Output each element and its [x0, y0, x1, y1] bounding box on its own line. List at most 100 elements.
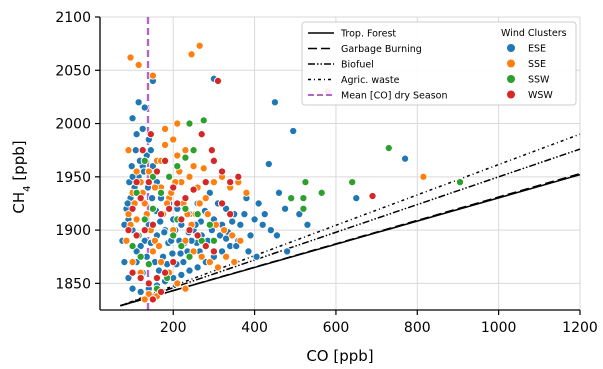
data-point-ese	[132, 247, 141, 256]
data-point-sse	[144, 289, 153, 299]
data-points	[118, 41, 465, 304]
legend-label: SSW	[528, 75, 550, 86]
y-tick-label: 2000	[55, 117, 91, 133]
emission-ratio-lines	[120, 17, 581, 310]
data-point-sse	[220, 226, 229, 235]
x-tick-label: 1000	[481, 320, 517, 336]
data-point-sse	[140, 199, 149, 208]
data-point-sse	[173, 279, 182, 288]
data-point-wsw	[156, 210, 166, 219]
data-point-ese	[128, 284, 137, 293]
data-point-sse	[199, 164, 208, 173]
data-point-ese	[295, 210, 304, 219]
data-point-ssw	[132, 188, 141, 197]
data-point-ese	[185, 266, 194, 275]
x-tick-label: 1200	[562, 320, 598, 336]
legend-label: Trop. Forest	[340, 29, 396, 40]
data-point-sse	[189, 247, 198, 256]
data-point-ssw	[156, 188, 166, 197]
data-point-sse	[187, 50, 196, 59]
data-point-wsw	[138, 146, 147, 155]
data-point-wsw	[132, 231, 141, 240]
data-point-ssw	[140, 156, 149, 165]
data-point-ssw	[301, 178, 310, 187]
data-point-ese	[146, 146, 155, 155]
legend-label: Agric. waste	[341, 75, 400, 86]
legend: Trop. Forest Garbage Burning Biofuel Agric.…	[301, 21, 577, 106]
data-point-ssw	[199, 116, 208, 125]
data-point-sse	[144, 167, 153, 176]
data-point-wsw	[124, 226, 133, 235]
data-point-ese	[128, 172, 137, 181]
data-point-ese	[244, 247, 253, 256]
data-point-wsw	[136, 273, 145, 283]
data-point-sse	[181, 284, 190, 293]
data-point-ssw	[299, 204, 308, 213]
data-point-ese	[274, 188, 284, 197]
data-point-ese	[283, 247, 292, 256]
legend-label: ESE	[528, 44, 546, 55]
data-point-sse	[205, 258, 214, 267]
data-point-ese	[401, 154, 410, 163]
data-point-wsw	[217, 199, 227, 208]
legend-title: Wind Clusters	[501, 28, 567, 39]
data-point-sse	[124, 210, 133, 219]
legend-label: Garbage Burning	[341, 44, 422, 55]
data-point-ese	[266, 226, 275, 235]
data-point-wsw	[213, 76, 223, 85]
data-point-sse	[128, 258, 137, 267]
data-point-ese	[156, 217, 165, 226]
data-point-ese	[128, 114, 137, 123]
data-point-ese	[250, 215, 259, 224]
data-point-wsw	[152, 273, 161, 283]
y-tick-label: 1950	[55, 170, 91, 186]
data-point-ese	[136, 242, 145, 251]
data-point-sse	[148, 247, 157, 256]
data-point-sse	[173, 151, 182, 160]
data-point-sse	[161, 124, 170, 133]
data-point-ssw	[185, 252, 194, 261]
data-point-sse	[134, 60, 143, 69]
data-point-sse	[201, 194, 210, 203]
data-point-ssw	[177, 242, 186, 251]
data-point-ssw	[148, 204, 157, 213]
data-point-ese	[252, 252, 261, 261]
data-point-ese	[127, 162, 136, 171]
ratio-line-dashdot	[120, 133, 581, 307]
data-point-wsw	[132, 178, 141, 187]
data-point-wsw	[209, 156, 218, 165]
data-point-sse	[126, 53, 135, 62]
data-point-ese	[270, 98, 279, 107]
legend-marker-ese	[507, 44, 515, 52]
data-point-wsw	[128, 268, 137, 277]
data-point-ssw	[148, 172, 157, 181]
data-point-ese	[124, 273, 133, 283]
ratio-line-dashed	[120, 172, 581, 307]
data-point-sse	[154, 242, 164, 251]
x-axis-label: CO [ppb]	[306, 347, 373, 365]
data-point-ese	[217, 247, 227, 256]
data-point-ese	[240, 210, 249, 219]
data-point-sse	[150, 183, 159, 192]
ratio-line-dashdotdot	[120, 148, 581, 307]
data-point-sse	[185, 172, 194, 181]
data-point-sse	[209, 178, 218, 187]
data-point-sse	[236, 236, 245, 245]
data-point-wsw	[173, 199, 182, 208]
data-point-ese	[138, 124, 147, 133]
data-point-wsw	[136, 194, 145, 203]
data-point-ese	[222, 234, 231, 243]
y-tick-label: 1900	[55, 223, 91, 239]
data-point-sse	[195, 41, 204, 50]
data-point-wsw	[148, 295, 157, 304]
legend-label: WSW	[528, 90, 553, 101]
data-point-ssw	[140, 215, 149, 224]
data-point-ssw	[455, 178, 465, 187]
data-point-ssw	[169, 231, 178, 240]
data-point-ese	[134, 98, 143, 107]
legend-marker-ssw	[507, 75, 515, 83]
data-point-wsw	[169, 183, 178, 192]
data-point-sse	[203, 210, 212, 219]
data-point-ssw	[185, 119, 194, 128]
data-point-sse	[181, 146, 190, 155]
